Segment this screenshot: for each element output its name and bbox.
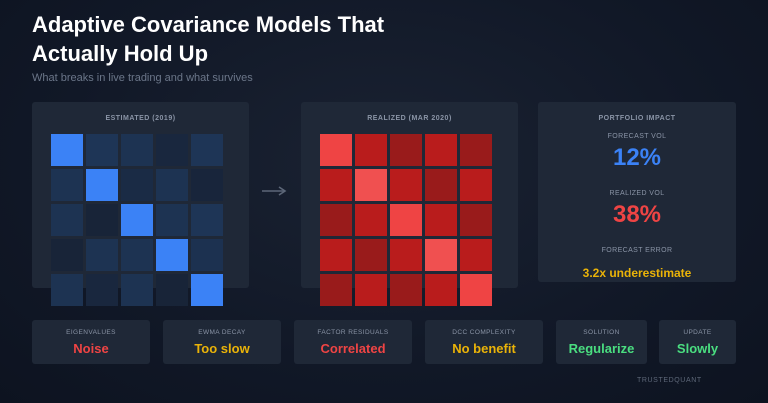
card-value: Noise xyxy=(73,341,109,356)
forecast-vol-value: 12% xyxy=(612,144,662,171)
realized-cell xyxy=(460,204,492,236)
estimated-cell xyxy=(121,204,153,236)
card-label: EIGENVALUES xyxy=(66,329,116,336)
realized-cell xyxy=(320,239,352,271)
estimated-heatmap xyxy=(51,134,223,306)
estimated-cell xyxy=(51,169,83,201)
estimated-panel-title: ESTIMATED (2019) xyxy=(105,115,176,122)
estimated-cell xyxy=(121,274,153,306)
card-solution: SOLUTION Regularize xyxy=(556,320,647,364)
realized-heatmap xyxy=(320,134,492,306)
card-label: FACTOR RESIDUALS xyxy=(317,329,389,336)
estimated-cell xyxy=(51,204,83,236)
realized-panel-title: REALIZED (MAR 2020) xyxy=(367,115,452,122)
estimated-cell xyxy=(86,169,118,201)
estimated-cell xyxy=(191,239,223,271)
card-value: Slowly xyxy=(676,341,719,356)
realized-cell xyxy=(425,204,457,236)
forecast-error-label: FORECAST ERROR xyxy=(601,247,673,254)
realized-cell xyxy=(355,134,387,166)
estimated-cell xyxy=(86,274,118,306)
card-dcc-complexity: DCC COMPLEXITY No benefit xyxy=(425,320,543,364)
estimated-cell xyxy=(121,134,153,166)
realized-cell xyxy=(425,239,457,271)
brand-logo-text: TRUSTEDQUANT xyxy=(637,377,702,384)
estimated-cell xyxy=(86,204,118,236)
right-arrow-icon xyxy=(262,186,287,196)
realized-cell xyxy=(390,134,422,166)
realized-cell xyxy=(390,204,422,236)
estimated-cell xyxy=(156,239,188,271)
portfolio-impact-title: PORTFOLIO IMPACT xyxy=(598,115,676,122)
realized-cell xyxy=(355,204,387,236)
estimated-cell xyxy=(191,169,223,201)
realized-cell xyxy=(320,134,352,166)
estimated-cell xyxy=(191,204,223,236)
realized-cell xyxy=(355,239,387,271)
estimated-cell xyxy=(51,134,83,166)
realized-cell xyxy=(390,274,422,306)
page-title: Adaptive Covariance Models That Actually… xyxy=(32,12,385,66)
estimated-cell xyxy=(191,274,223,306)
realized-cell xyxy=(390,239,422,271)
forecast-error-value: 3.2x underestimate xyxy=(582,266,692,280)
estimated-cell xyxy=(191,134,223,166)
portfolio-impact-panel: PORTFOLIO IMPACT FORECAST VOL 12% REALIZ… xyxy=(538,102,736,282)
realized-cell xyxy=(460,239,492,271)
forecast-vol-label: FORECAST VOL xyxy=(607,133,667,140)
card-label: UPDATE xyxy=(683,329,712,336)
realized-cell xyxy=(425,274,457,306)
card-factor-residuals: FACTOR RESIDUALS Correlated xyxy=(294,320,412,364)
realized-vol-value: 38% xyxy=(612,201,662,228)
realized-cell xyxy=(425,134,457,166)
card-label: EWMA DECAY xyxy=(198,329,246,336)
card-value: Too slow xyxy=(194,341,250,356)
estimated-cell xyxy=(156,169,188,201)
page-subtitle: What breaks in live trading and what sur… xyxy=(32,72,253,84)
card-value: No benefit xyxy=(452,341,516,356)
estimated-cell xyxy=(51,274,83,306)
realized-cell xyxy=(320,204,352,236)
card-value: Regularize xyxy=(568,341,635,356)
estimated-cell xyxy=(121,169,153,201)
realized-cell xyxy=(320,169,352,201)
realized-cell xyxy=(355,169,387,201)
estimated-cell xyxy=(121,239,153,271)
realized-vol-label: REALIZED VOL xyxy=(609,190,665,197)
estimated-cell xyxy=(156,134,188,166)
estimated-cell xyxy=(86,239,118,271)
card-update: UPDATE Slowly xyxy=(659,320,736,364)
estimated-cell xyxy=(156,204,188,236)
estimated-cell xyxy=(51,239,83,271)
estimated-cell xyxy=(156,274,188,306)
realized-cell xyxy=(390,169,422,201)
card-value: Correlated xyxy=(320,341,386,356)
card-ewma-decay: EWMA DECAY Too slow xyxy=(163,320,281,364)
realized-cell xyxy=(460,134,492,166)
realized-cell xyxy=(460,274,492,306)
realized-cell xyxy=(355,274,387,306)
card-label: SOLUTION xyxy=(583,329,620,336)
card-label: DCC COMPLEXITY xyxy=(452,329,516,336)
realized-cell xyxy=(425,169,457,201)
card-eigenvalues: EIGENVALUES Noise xyxy=(32,320,150,364)
estimated-cell xyxy=(86,134,118,166)
realized-cell xyxy=(320,274,352,306)
realized-cell xyxy=(460,169,492,201)
